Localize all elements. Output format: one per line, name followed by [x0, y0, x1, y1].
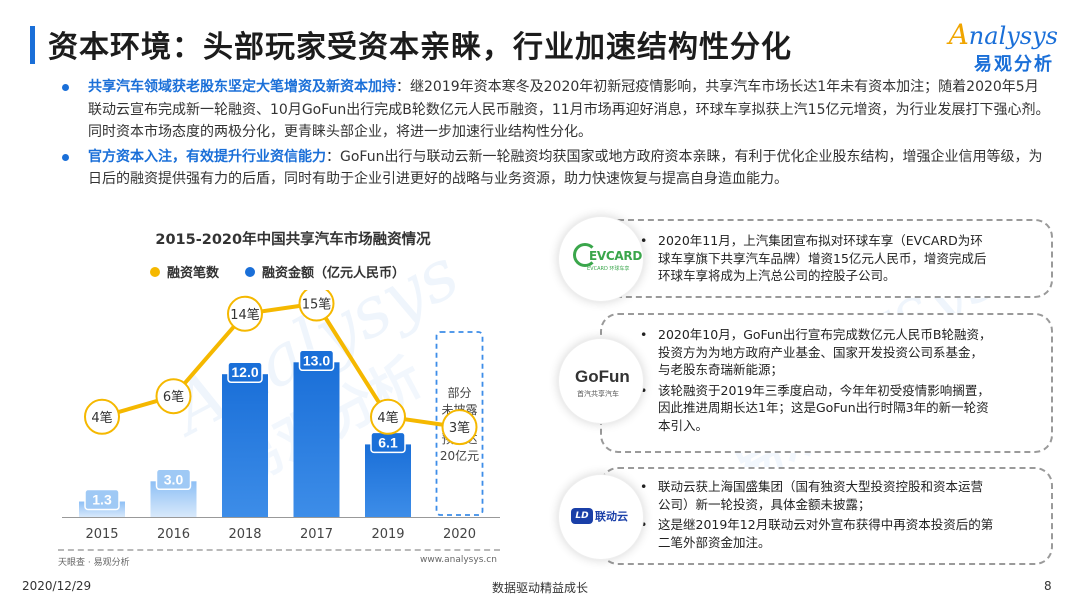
panel-item: • 联动云获上海国盛集团（国有独资大型投资控股和资本运营公司）新一轮投资，具体金额…	[640, 479, 984, 512]
panel-evcard	[600, 219, 1053, 298]
panel-gofun-text: • 2020年10月，GoFun出行宣布完成数亿元人民币B轮融资，投资方为为地方政…	[640, 326, 995, 434]
bar-label-2018: 12.0	[231, 364, 258, 380]
financing-chart: 1.33.012.013.06.1部分未披露预计达20亿元4笔6笔14笔15笔4…	[62, 290, 500, 542]
analysys-logo: Analysys 易观分析	[948, 18, 1058, 75]
legend-label: 融资笔数	[167, 266, 220, 281]
x-tick-2019: 2019	[371, 527, 404, 542]
gofun-logo: GoFun 首汽共享汽车	[558, 338, 644, 424]
panel-item: • 2020年10月，GoFun出行宣布完成数亿元人民币B轮融资，投资方为为地方政…	[640, 327, 992, 377]
x-tick-2017: 2017	[300, 527, 333, 542]
count-point-2018	[227, 295, 263, 332]
panel-lianyun	[600, 467, 1053, 565]
bar-label-2017: 13.0	[303, 352, 330, 368]
panel-lianyun-text: • 联动云获上海国盛集团（国有独资大型投资控股和资本运营公司）新一轮投资，具体金额…	[640, 478, 995, 551]
panel-item: • 这是继2019年12月联动云对外宣布获得中再资本投资后的第二笔外部资金加注。	[640, 517, 994, 550]
bullet-text: ：GoFun出行与联动云新一轮融资均获国家或地方政府资本亲睐，有利于优化企业股东…	[88, 148, 1043, 188]
summary-bullets: 共享汽车领域获老股东坚定大笔增资及新资本加持：继2019年资本寒冬及2020年初…	[62, 76, 1052, 191]
bar-label-2015: 1.3	[92, 492, 112, 508]
count-point-2019	[370, 398, 406, 435]
page-number: 8	[1044, 579, 1052, 593]
x-tick-2018: 2018	[228, 527, 261, 542]
page-title: 资本环境：头部玩家受资本亲睐，行业加速结构性分化	[48, 30, 792, 65]
panel-item: • 2020年11月，上汽集团宣布拟对环球车享（EVCARD为环球车享旗下共享汽车…	[640, 233, 987, 283]
legend-label: 融资金额（亿元人民币）	[262, 266, 406, 281]
bar-label-2019: 6.1	[378, 434, 398, 450]
count-label-2017: 15笔	[302, 297, 332, 313]
source-label: 天眼查 · 易观分析	[58, 558, 130, 568]
bar-label-bg-2017	[298, 349, 335, 372]
bar-label-2016: 3.0	[164, 471, 184, 487]
legend-item-amount: 融资金额（亿元人民币）	[245, 262, 405, 281]
panel-item: • 该轮融资于2019年三季度启动，今年年初受疫情影响搁置，因此推进周期长达1年；…	[640, 382, 990, 433]
count-label-2015: 4笔	[91, 410, 112, 426]
x-tick-2020: 2020	[443, 527, 476, 542]
bullet-highlight: 共享汽车领域获老股东坚定大笔增资及新资本加持	[88, 79, 396, 95]
legend-swatch-blue	[245, 266, 256, 277]
bar-2017	[293, 362, 340, 517]
legend-item-count: 融资笔数	[150, 262, 219, 281]
lianyun-logo: LD 联动云	[558, 474, 644, 560]
evcard-logo: EVCARD EVCARD 环球车享	[558, 216, 644, 302]
evcard-ring-icon	[573, 243, 597, 267]
count-point-2020	[441, 409, 478, 446]
source-url: www.analysys.cn	[420, 555, 497, 565]
count-line	[101, 301, 460, 430]
title-accent-bar	[30, 26, 35, 64]
bar-2019	[365, 444, 411, 517]
panel-evcard-text: • 2020年11月，上汽集团宣布拟对环球车享（EVCARD为环球车享旗下共享汽车…	[640, 232, 995, 285]
bar-label-bg-2018	[227, 361, 263, 383]
bar-2018	[222, 374, 268, 517]
count-label-2020: 3笔	[449, 420, 470, 436]
chart-legend: 融资笔数 融资金额（亿元人民币）	[150, 262, 405, 281]
note-2020-line: 20亿元	[440, 448, 479, 463]
count-label-2019: 4笔	[377, 410, 398, 426]
bullet-highlight: 官方资本入注，有效提升行业资信能力	[88, 148, 326, 165]
count-label-2018: 14笔	[230, 307, 260, 323]
footer-date: 2020/12/29	[22, 579, 92, 593]
source-divider	[58, 549, 500, 551]
bullet-official-capital: 官方资本入注，有效提升行业资信能力：GoFun出行与联动云新一轮融资均获国家或地…	[62, 146, 1052, 191]
note-2020-line: 部分	[447, 385, 471, 400]
count-point-2015	[84, 398, 120, 435]
bullet-capital-injection: 共享汽车领域获老股东坚定大笔增资及新资本加持：继2019年资本寒冬及2020年初…	[62, 76, 1052, 144]
footer-slogan: 数据驱动精益成长	[491, 581, 588, 595]
bullet-dot-icon	[62, 153, 69, 161]
count-point-2017	[298, 290, 335, 322]
bullet-text: ：继2019年资本寒冬及2020年初新冠疫情影响，共享汽车市场长达1年未有资本加…	[88, 79, 1050, 140]
count-point-2016	[155, 378, 192, 415]
chart-title: 2015-2020年中国共享汽车市场融资情况	[155, 232, 431, 248]
legend-swatch-yellow	[150, 266, 160, 277]
count-label-2016: 6笔	[163, 389, 184, 405]
x-tick-2016: 2016	[157, 527, 190, 542]
x-tick-2015: 2015	[85, 527, 118, 542]
bar-label-bg-2015	[84, 488, 120, 511]
bar-label-bg-2016	[155, 468, 192, 491]
projection-box-2020	[435, 331, 484, 516]
bullet-dot-icon	[62, 84, 69, 91]
